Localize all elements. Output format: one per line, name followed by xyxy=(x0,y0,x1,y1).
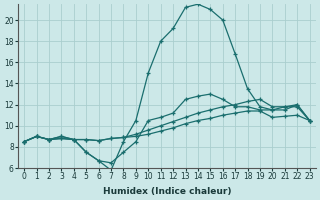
X-axis label: Humidex (Indice chaleur): Humidex (Indice chaleur) xyxy=(103,187,231,196)
